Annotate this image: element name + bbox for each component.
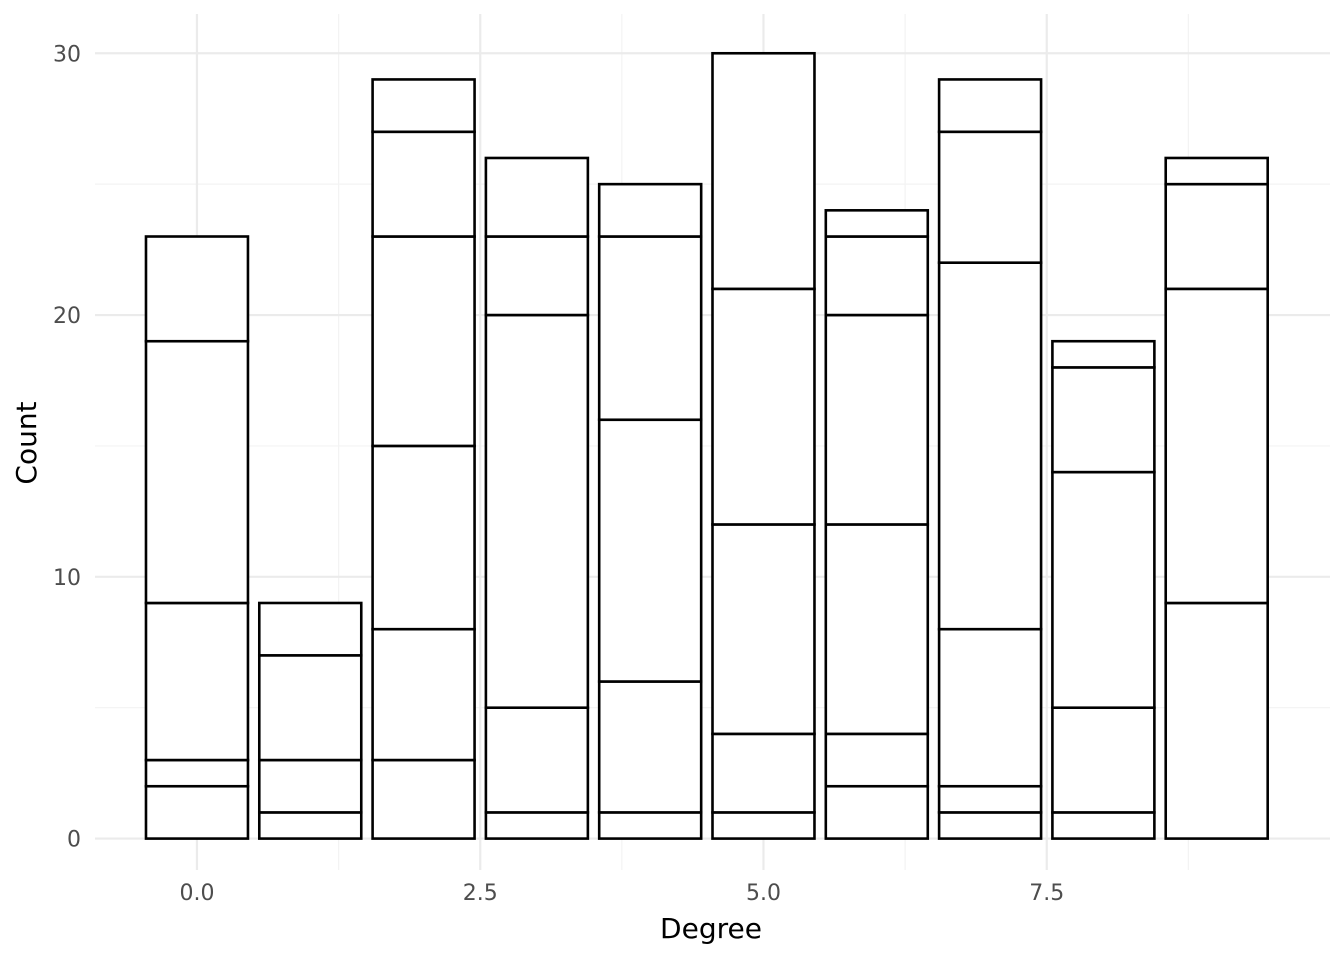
bar-5 [711, 51, 816, 840]
x-tick-label: 5.0 [746, 881, 781, 906]
bar-segment [824, 523, 930, 736]
bar-segment [597, 811, 703, 840]
bar-0 [144, 235, 250, 840]
bar-segment [1051, 366, 1156, 474]
bar-4 [597, 182, 703, 840]
x-axis-title: Degree [660, 912, 762, 945]
bar-3 [484, 156, 590, 840]
bar-segment [937, 784, 1043, 814]
bar-segment [371, 444, 476, 631]
bar-segment [711, 732, 816, 814]
y-axis-ticks: 0 10 20 30 [53, 42, 81, 852]
bar-segment [937, 78, 1043, 134]
bar-segment [484, 811, 590, 840]
y-axis-title: Count [10, 401, 43, 484]
bar-segment [484, 156, 590, 238]
bar-segment [1164, 601, 1269, 840]
bar-segment [711, 51, 816, 291]
bar-segment [144, 758, 250, 788]
x-tick-label: 7.5 [1029, 881, 1064, 906]
bar-segment [597, 418, 703, 683]
bar-segment [371, 758, 476, 840]
bar-segment [937, 130, 1043, 264]
bar-segment [371, 130, 476, 238]
bar-segment [1051, 706, 1156, 814]
bar-segment [824, 209, 930, 238]
bar-7 [937, 78, 1043, 840]
bar-segment [937, 811, 1043, 840]
bar-segment [1164, 182, 1269, 291]
bar-segment [257, 601, 363, 657]
bar-segment [257, 811, 363, 840]
bar-segment [597, 182, 703, 238]
bar-segment [824, 235, 930, 317]
y-tick-label: 10 [53, 566, 81, 591]
bar-9 [1164, 156, 1269, 840]
bar-segment [824, 313, 930, 526]
bar-segment [144, 235, 250, 343]
x-axis-ticks: 0.0 2.5 5.0 7.5 [179, 881, 1064, 906]
bar-segment [1051, 339, 1156, 369]
bar-segment [371, 235, 476, 448]
bar-segment [1164, 156, 1269, 186]
bar-8 [1051, 339, 1156, 840]
y-tick-label: 30 [53, 42, 81, 67]
bar-segment [824, 732, 930, 788]
bar-segment [597, 235, 703, 422]
bar-segment [144, 784, 250, 840]
x-tick-label: 2.5 [463, 881, 498, 906]
bar-segment [257, 758, 363, 814]
x-tick-label: 0.0 [179, 881, 214, 906]
y-tick-label: 20 [53, 304, 81, 329]
bar-segment [824, 784, 930, 840]
bar-6 [824, 209, 930, 840]
bar-segment [1051, 811, 1156, 840]
bar-segment [1051, 470, 1156, 710]
bar-segment [371, 627, 476, 762]
bar-segment [597, 680, 703, 814]
bar-segment [484, 706, 590, 814]
bar-segment [711, 523, 816, 736]
bar-segment [144, 601, 250, 762]
bar-segment [144, 339, 250, 605]
bar-segment [711, 811, 816, 840]
bar-1 [257, 601, 363, 840]
bar-segment [937, 627, 1043, 788]
bar-segment [371, 78, 476, 134]
y-tick-label: 0 [67, 828, 81, 853]
bar-segment [484, 235, 590, 317]
bar-segment [484, 313, 590, 710]
bar-segment [257, 654, 363, 762]
bar-segment [711, 287, 816, 526]
bar-2 [371, 78, 476, 840]
bar-segment [937, 261, 1043, 631]
bars [144, 51, 1269, 840]
bar-segment [1164, 287, 1269, 605]
